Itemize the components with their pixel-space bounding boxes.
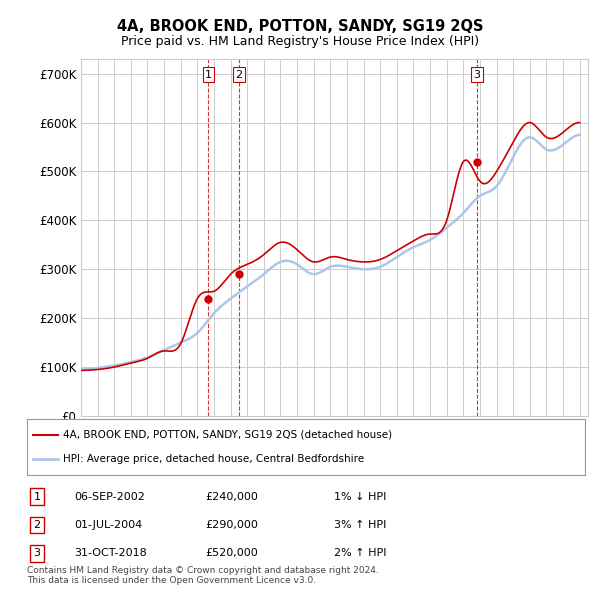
Text: 01-JUL-2004: 01-JUL-2004: [74, 520, 143, 530]
Text: 1: 1: [205, 70, 212, 80]
Text: 2% ↑ HPI: 2% ↑ HPI: [334, 548, 386, 558]
Text: 31-OCT-2018: 31-OCT-2018: [74, 548, 147, 558]
Text: £290,000: £290,000: [206, 520, 259, 530]
Text: 2: 2: [235, 70, 242, 80]
Text: 1: 1: [34, 491, 41, 502]
Text: £240,000: £240,000: [206, 491, 259, 502]
Text: Price paid vs. HM Land Registry's House Price Index (HPI): Price paid vs. HM Land Registry's House …: [121, 35, 479, 48]
Text: 06-SEP-2002: 06-SEP-2002: [74, 491, 145, 502]
Text: 2: 2: [34, 520, 41, 530]
Text: 1% ↓ HPI: 1% ↓ HPI: [334, 491, 386, 502]
Text: £520,000: £520,000: [206, 548, 259, 558]
Text: HPI: Average price, detached house, Central Bedfordshire: HPI: Average price, detached house, Cent…: [63, 454, 364, 464]
Text: 3: 3: [34, 548, 41, 558]
Text: 4A, BROOK END, POTTON, SANDY, SG19 2QS (detached house): 4A, BROOK END, POTTON, SANDY, SG19 2QS (…: [63, 430, 392, 440]
Text: Contains HM Land Registry data © Crown copyright and database right 2024.
This d: Contains HM Land Registry data © Crown c…: [27, 566, 379, 585]
Text: 3: 3: [473, 70, 481, 80]
Text: 3% ↑ HPI: 3% ↑ HPI: [334, 520, 386, 530]
Text: 4A, BROOK END, POTTON, SANDY, SG19 2QS: 4A, BROOK END, POTTON, SANDY, SG19 2QS: [117, 19, 483, 34]
